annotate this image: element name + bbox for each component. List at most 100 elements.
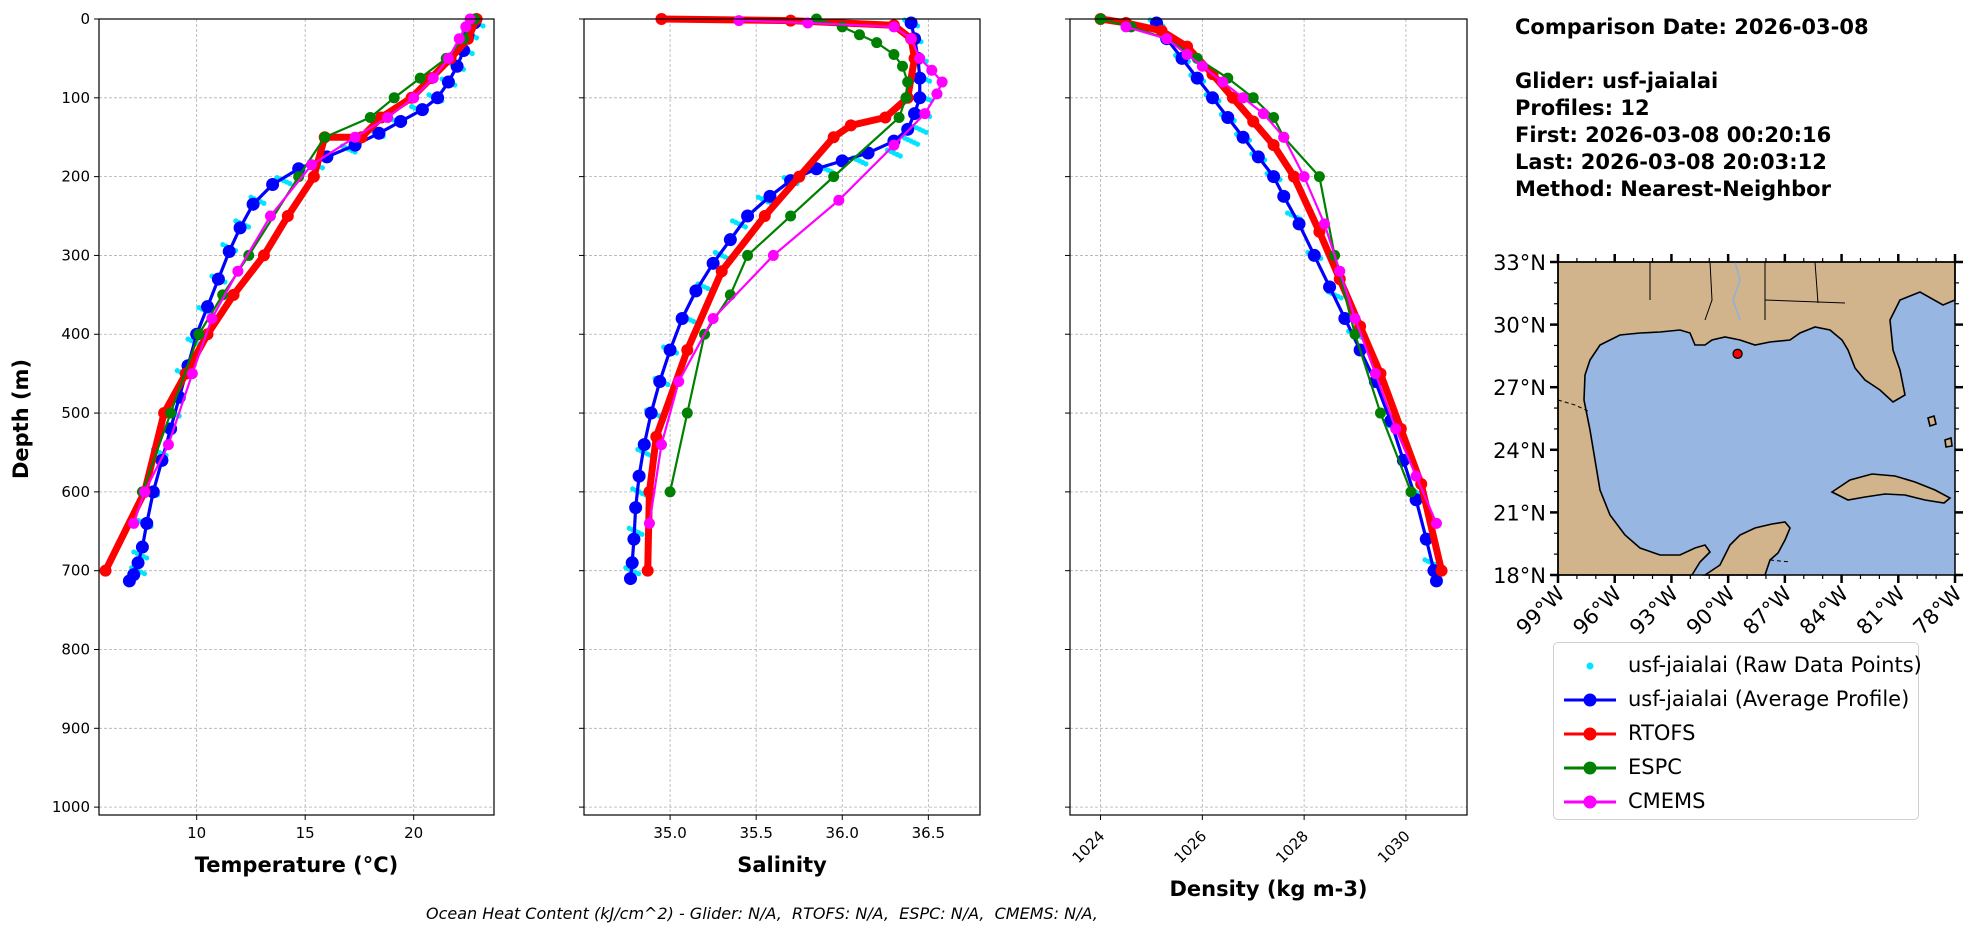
map-lat-label: 18°N: [1493, 564, 1546, 588]
legend-label: RTOFS: [1628, 721, 1696, 745]
series-marker-average: [913, 71, 927, 85]
series-marker-cmems: [460, 21, 472, 33]
series-marker-average: [394, 114, 408, 128]
series-marker-cmems: [802, 17, 814, 29]
series-cmems: [128, 13, 476, 529]
series-marker-espc: [742, 249, 754, 261]
series-marker-average: [625, 556, 639, 570]
series-line-rtofs: [1100, 15, 1445, 572]
series-marker-average: [1206, 91, 1220, 105]
map-lat-label: 33°N: [1493, 251, 1546, 275]
legend-swatch-cmems: [1564, 795, 1616, 809]
y-tick-label: 400: [61, 325, 90, 343]
legend-label: CMEMS: [1628, 789, 1706, 813]
series-cmems: [643, 15, 948, 529]
map-lat-label: 30°N: [1493, 314, 1546, 338]
y-tick-label: 1000: [52, 798, 90, 816]
map-lon-label: 84°W: [1795, 581, 1853, 639]
map-land-north-america: [1557, 261, 1956, 576]
series-marker-espc: [1374, 407, 1386, 419]
x-tick-label: 35.5: [739, 824, 772, 842]
raw-data-point: [639, 531, 645, 537]
series-marker-espc: [681, 407, 693, 419]
map-lon-label: 78°W: [1909, 581, 1967, 639]
x-tick-label: 35.0: [653, 824, 686, 842]
series-marker-average: [689, 284, 703, 298]
series-marker-average: [146, 485, 160, 499]
raw-data-point: [319, 165, 326, 171]
series-marker-rtofs: [99, 564, 112, 577]
series-marker-cmems: [382, 112, 394, 124]
series-marker-average: [131, 556, 145, 570]
x-tick-label: 1030: [1374, 827, 1414, 867]
raw-data-point: [144, 555, 150, 561]
series-marker-average: [135, 540, 149, 554]
map-frame: [1557, 261, 1956, 576]
series-marker-cmems: [139, 486, 151, 498]
series-marker-espc: [414, 72, 426, 84]
legend-swatch-marker: [1583, 693, 1597, 707]
glider-name: Glider: usf-jaialai: [1515, 69, 1719, 93]
interpolation-method: Method: Nearest-Neighbor: [1515, 177, 1831, 201]
map-lon-label: 87°W: [1738, 581, 1796, 639]
series-marker-average: [1267, 170, 1281, 184]
y-tick-label: 100: [61, 89, 90, 107]
series-marker-average: [1190, 71, 1204, 85]
series-marker-cmems: [833, 194, 845, 206]
series-marker-cmems: [162, 439, 174, 451]
series-marker-rtofs: [281, 210, 294, 223]
gulf-of-mexico-map: 18°N 21°N 24°N 27°N 30°N 33°N 99°W96°W93°W90°W…: [1493, 251, 1967, 640]
series-marker-average: [1292, 217, 1306, 231]
series-marker-espc: [1313, 171, 1325, 183]
series-marker-cmems: [733, 15, 745, 27]
x-axis-label: Salinity: [737, 853, 827, 877]
legend-item-cmems: CMEMS: [1554, 785, 1918, 819]
raw-data-point: [141, 571, 148, 577]
raw-data-point: [636, 571, 642, 577]
legend-swatch-raw: [1586, 662, 1594, 670]
series-line-rtofs: [102, 17, 480, 573]
series-marker-cmems: [1298, 171, 1310, 183]
y-tick-label: 500: [61, 404, 90, 422]
series-marker-rtofs: [1267, 139, 1280, 152]
series-marker-rtofs: [643, 485, 656, 498]
series-marker-cmems: [1318, 218, 1330, 230]
series-marker-espc: [828, 171, 840, 183]
raw-data-point: [480, 23, 486, 29]
profile-panel-3: 1024 1026 1028 1030 Density (kg m-3): [1065, 13, 1468, 901]
series-marker-rtofs: [827, 131, 840, 144]
comparison-date: Comparison Date: 2026-03-08: [1515, 15, 1869, 39]
series-marker-cmems: [408, 92, 420, 104]
raw-data-point: [469, 50, 475, 57]
series-marker-average: [211, 272, 225, 286]
map-lat-label: 21°N: [1493, 501, 1546, 525]
series-marker-cmems: [1237, 92, 1249, 104]
legend-item-rtofs: RTOFS: [1554, 717, 1918, 751]
series-marker-average: [741, 209, 755, 223]
series-marker-average: [122, 574, 136, 588]
series-marker-cmems: [128, 517, 140, 529]
map-land-bahamas: [1927, 414, 1953, 448]
series-marker-cmems: [888, 21, 900, 33]
map-lon-label: 81°W: [1852, 581, 1910, 639]
legend-swatch-espc: [1564, 761, 1616, 775]
series-marker-cmems: [888, 139, 900, 151]
series-line-rtofs: [644, 15, 919, 571]
series-marker-cmems: [707, 312, 719, 324]
series-marker-espc: [1247, 92, 1259, 104]
series-line-average: [1155, 22, 1439, 582]
series-marker-average: [663, 343, 677, 357]
series-marker-average: [623, 572, 637, 586]
series-marker-average: [222, 244, 236, 258]
series-marker-cmems: [936, 76, 948, 88]
map-lat-label: 27°N: [1493, 376, 1546, 400]
series-marker-average: [653, 375, 667, 389]
series-marker-average: [1323, 280, 1337, 294]
map-lon-label: 99°W: [1512, 581, 1570, 639]
axes-frame: [1069, 18, 1468, 816]
series-marker-rtofs: [844, 119, 857, 132]
series-marker-average: [441, 75, 455, 89]
series-marker-cmems: [1410, 470, 1422, 482]
series-marker-espc: [724, 289, 736, 301]
